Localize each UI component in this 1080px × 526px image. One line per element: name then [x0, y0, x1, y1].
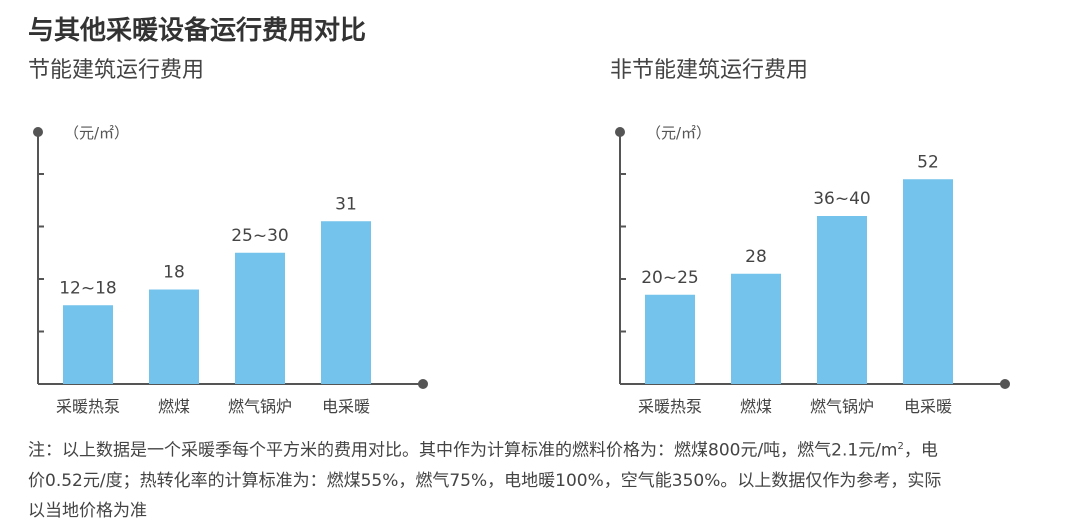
category-label: 采暖热泵: [56, 397, 120, 416]
bar-chart-svg: （元/㎡） 20~25 采暖热泵 28 燃煤 36~40 燃气锅炉 52 电采暖: [615, 124, 1010, 416]
category-label: 燃煤: [740, 397, 772, 416]
y-axis-unit-label: （元/㎡）: [646, 124, 711, 142]
category-label: 燃气锅炉: [228, 397, 292, 416]
footnote-line-1: 注：以上数据是一个采暖季每个平方米的费用对比。其中作为计算标准的燃料价格为：燃煤…: [28, 432, 1058, 466]
y-axis-end-dot: [33, 127, 43, 137]
chart-energy-saving: 节能建筑运行费用 （元/㎡） 12~18 采暖热泵 18 燃煤 25~30 燃气锅炉 31 电采…: [28, 52, 448, 424]
data-label: 36~40: [813, 189, 871, 209]
category-label: 燃气锅炉: [810, 397, 874, 416]
bar-chart-svg: （元/㎡） 12~18 采暖热泵 18 燃煤 25~30 燃气锅炉 31 电采暖: [33, 124, 428, 416]
y-axis-unit-label: （元/㎡）: [64, 124, 129, 142]
x-axis-end-dot: [1000, 379, 1010, 389]
bar: [149, 289, 199, 384]
bar: [63, 305, 113, 384]
footnote-superscript: 2: [897, 441, 904, 452]
data-label: 28: [745, 247, 767, 267]
category-label: 电采暖: [322, 397, 370, 416]
bar: [817, 216, 867, 384]
chart-title: 非节能建筑运行费用: [610, 58, 809, 83]
chart-title: 节能建筑运行费用: [28, 58, 205, 83]
data-label: 52: [917, 152, 939, 172]
bar: [731, 273, 781, 384]
x-axis-end-dot: [418, 379, 428, 389]
bar: [645, 294, 695, 384]
footnote-line-3: 以当地价格为准: [28, 500, 147, 521]
data-label: 31: [335, 194, 357, 214]
bar: [235, 252, 285, 384]
footnote-text: 注：以上数据是一个采暖季每个平方米的费用对比。其中作为计算标准的燃料价格为：燃煤…: [28, 440, 898, 461]
chart-non-energy-saving: 非节能建筑运行费用 （元/㎡） 20~25 采暖热泵 28 燃煤 36~40 燃气锅炉 52 电…: [610, 52, 1030, 424]
y-axis-end-dot: [615, 127, 625, 137]
data-label: 25~30: [231, 226, 289, 246]
bar: [321, 221, 371, 384]
category-label: 采暖热泵: [638, 397, 702, 416]
category-label: 电采暖: [904, 397, 952, 416]
data-label: 12~18: [59, 278, 117, 298]
footnote: 注：以上数据是一个采暖季每个平方米的费用对比。其中作为计算标准的燃料价格为：燃煤…: [28, 432, 1058, 526]
data-label: 18: [163, 263, 185, 283]
data-label: 20~25: [641, 268, 699, 288]
footnote-text: ，电: [903, 440, 938, 461]
footnote-line-2: 价0.52元/度；热转化率的计算标准为：燃煤55%，燃气75%，电地暖100%，…: [28, 470, 942, 491]
bar: [903, 179, 953, 384]
page-title: 与其他采暖设备运行费用对比: [28, 16, 367, 46]
category-label: 燃煤: [158, 397, 190, 416]
